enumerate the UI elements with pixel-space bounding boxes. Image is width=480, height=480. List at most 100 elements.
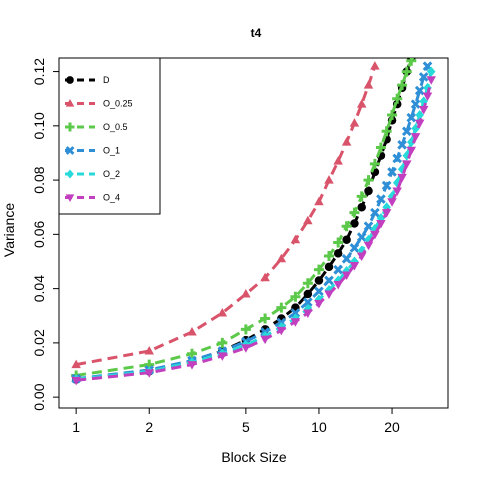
data-point <box>333 249 343 258</box>
data-point <box>349 262 360 271</box>
data-point <box>341 253 352 264</box>
data-point <box>387 109 398 120</box>
data-point <box>349 243 360 253</box>
data-point <box>342 235 351 245</box>
data-point <box>376 220 386 229</box>
data-point <box>363 175 374 186</box>
data-point <box>303 297 313 307</box>
legend-label: O_0.5 <box>103 122 128 132</box>
legend-label: O_2 <box>103 169 120 179</box>
data-point <box>392 187 402 196</box>
data-point <box>356 232 367 242</box>
data-point <box>314 300 324 309</box>
data-point <box>356 252 367 262</box>
data-point <box>350 219 359 228</box>
data-point <box>217 352 228 361</box>
data-point <box>241 344 251 353</box>
x-tick-label: 5 <box>242 419 250 435</box>
data-point <box>341 271 352 281</box>
data-point <box>276 326 287 336</box>
data-point <box>303 215 313 225</box>
legend-item: O_1 <box>65 146 120 156</box>
data-point <box>381 180 392 191</box>
data-point <box>349 207 360 218</box>
data-point <box>356 191 367 202</box>
data-point <box>276 253 287 263</box>
data-point <box>415 27 424 36</box>
data-point <box>324 262 334 272</box>
data-point <box>387 167 397 177</box>
data-point <box>410 133 421 142</box>
data-point <box>276 302 287 313</box>
data-point <box>290 291 301 302</box>
data-point <box>333 281 343 290</box>
data-point <box>260 313 271 324</box>
data-point <box>363 241 374 251</box>
x-tick-label: 2 <box>145 419 153 435</box>
data-point <box>418 106 429 115</box>
data-point <box>402 160 412 169</box>
plot-frame <box>58 57 449 409</box>
data-point <box>66 76 74 84</box>
series-layer <box>71 27 436 386</box>
data-point <box>303 309 313 319</box>
data-point <box>260 335 270 345</box>
data-point <box>392 153 402 164</box>
data-point <box>71 376 81 386</box>
data-point <box>324 275 334 286</box>
legend-item: O_0.5 <box>65 122 128 132</box>
chart-title: t4 <box>251 26 262 40</box>
data-point <box>369 158 380 169</box>
data-point <box>392 93 403 104</box>
y-axis-label: Variance <box>1 203 17 257</box>
legend-label: D <box>103 75 110 85</box>
data-point <box>349 118 360 127</box>
data-point <box>397 173 407 183</box>
data-point <box>65 194 75 202</box>
series-O_0.5 <box>71 45 421 381</box>
legend-item: O_0.25 <box>65 99 133 109</box>
data-point <box>410 99 421 109</box>
data-point <box>324 175 334 184</box>
data-point <box>363 80 374 89</box>
y-tick-label: 0.06 <box>31 221 47 248</box>
data-point <box>217 308 228 317</box>
data-point <box>357 202 366 212</box>
data-point <box>333 156 343 165</box>
x-tick-label: 20 <box>384 419 400 435</box>
y-tick-label: 0.10 <box>31 112 47 139</box>
legend: D O_0.25 O_0.5 O_1 O_2 O_4 <box>58 57 161 215</box>
series-O_0.25 <box>71 61 380 369</box>
data-point <box>415 109 424 120</box>
data-point <box>71 359 81 369</box>
data-point <box>144 369 154 378</box>
plot-area: 1 2 5 10 20 0.00 0.02 0.04 0.06 0.08 0.10 0.12 <box>31 27 449 435</box>
data-point <box>406 58 417 66</box>
data-point <box>414 85 425 96</box>
data-point <box>333 237 344 248</box>
data-point <box>356 99 367 108</box>
data-point <box>370 61 380 70</box>
data-point <box>381 209 392 218</box>
data-point <box>418 72 429 82</box>
data-point <box>65 146 75 155</box>
legend-label: O_0.25 <box>103 99 133 109</box>
y-tick-label: 0.08 <box>31 166 47 193</box>
legend-item: D <box>65 75 110 85</box>
data-point <box>426 66 436 77</box>
data-point <box>401 126 412 137</box>
data-point <box>187 361 197 370</box>
data-point <box>411 45 421 55</box>
data-point <box>401 66 412 77</box>
data-point <box>397 140 407 150</box>
legend-box <box>58 57 161 215</box>
data-point <box>144 346 154 355</box>
data-point <box>314 286 324 297</box>
data-point <box>422 92 433 101</box>
x-axis-label: Block Size <box>221 449 287 465</box>
x-tick-label: 10 <box>311 419 327 435</box>
data-point <box>314 196 324 206</box>
data-point <box>217 337 228 348</box>
data-point <box>302 278 313 289</box>
